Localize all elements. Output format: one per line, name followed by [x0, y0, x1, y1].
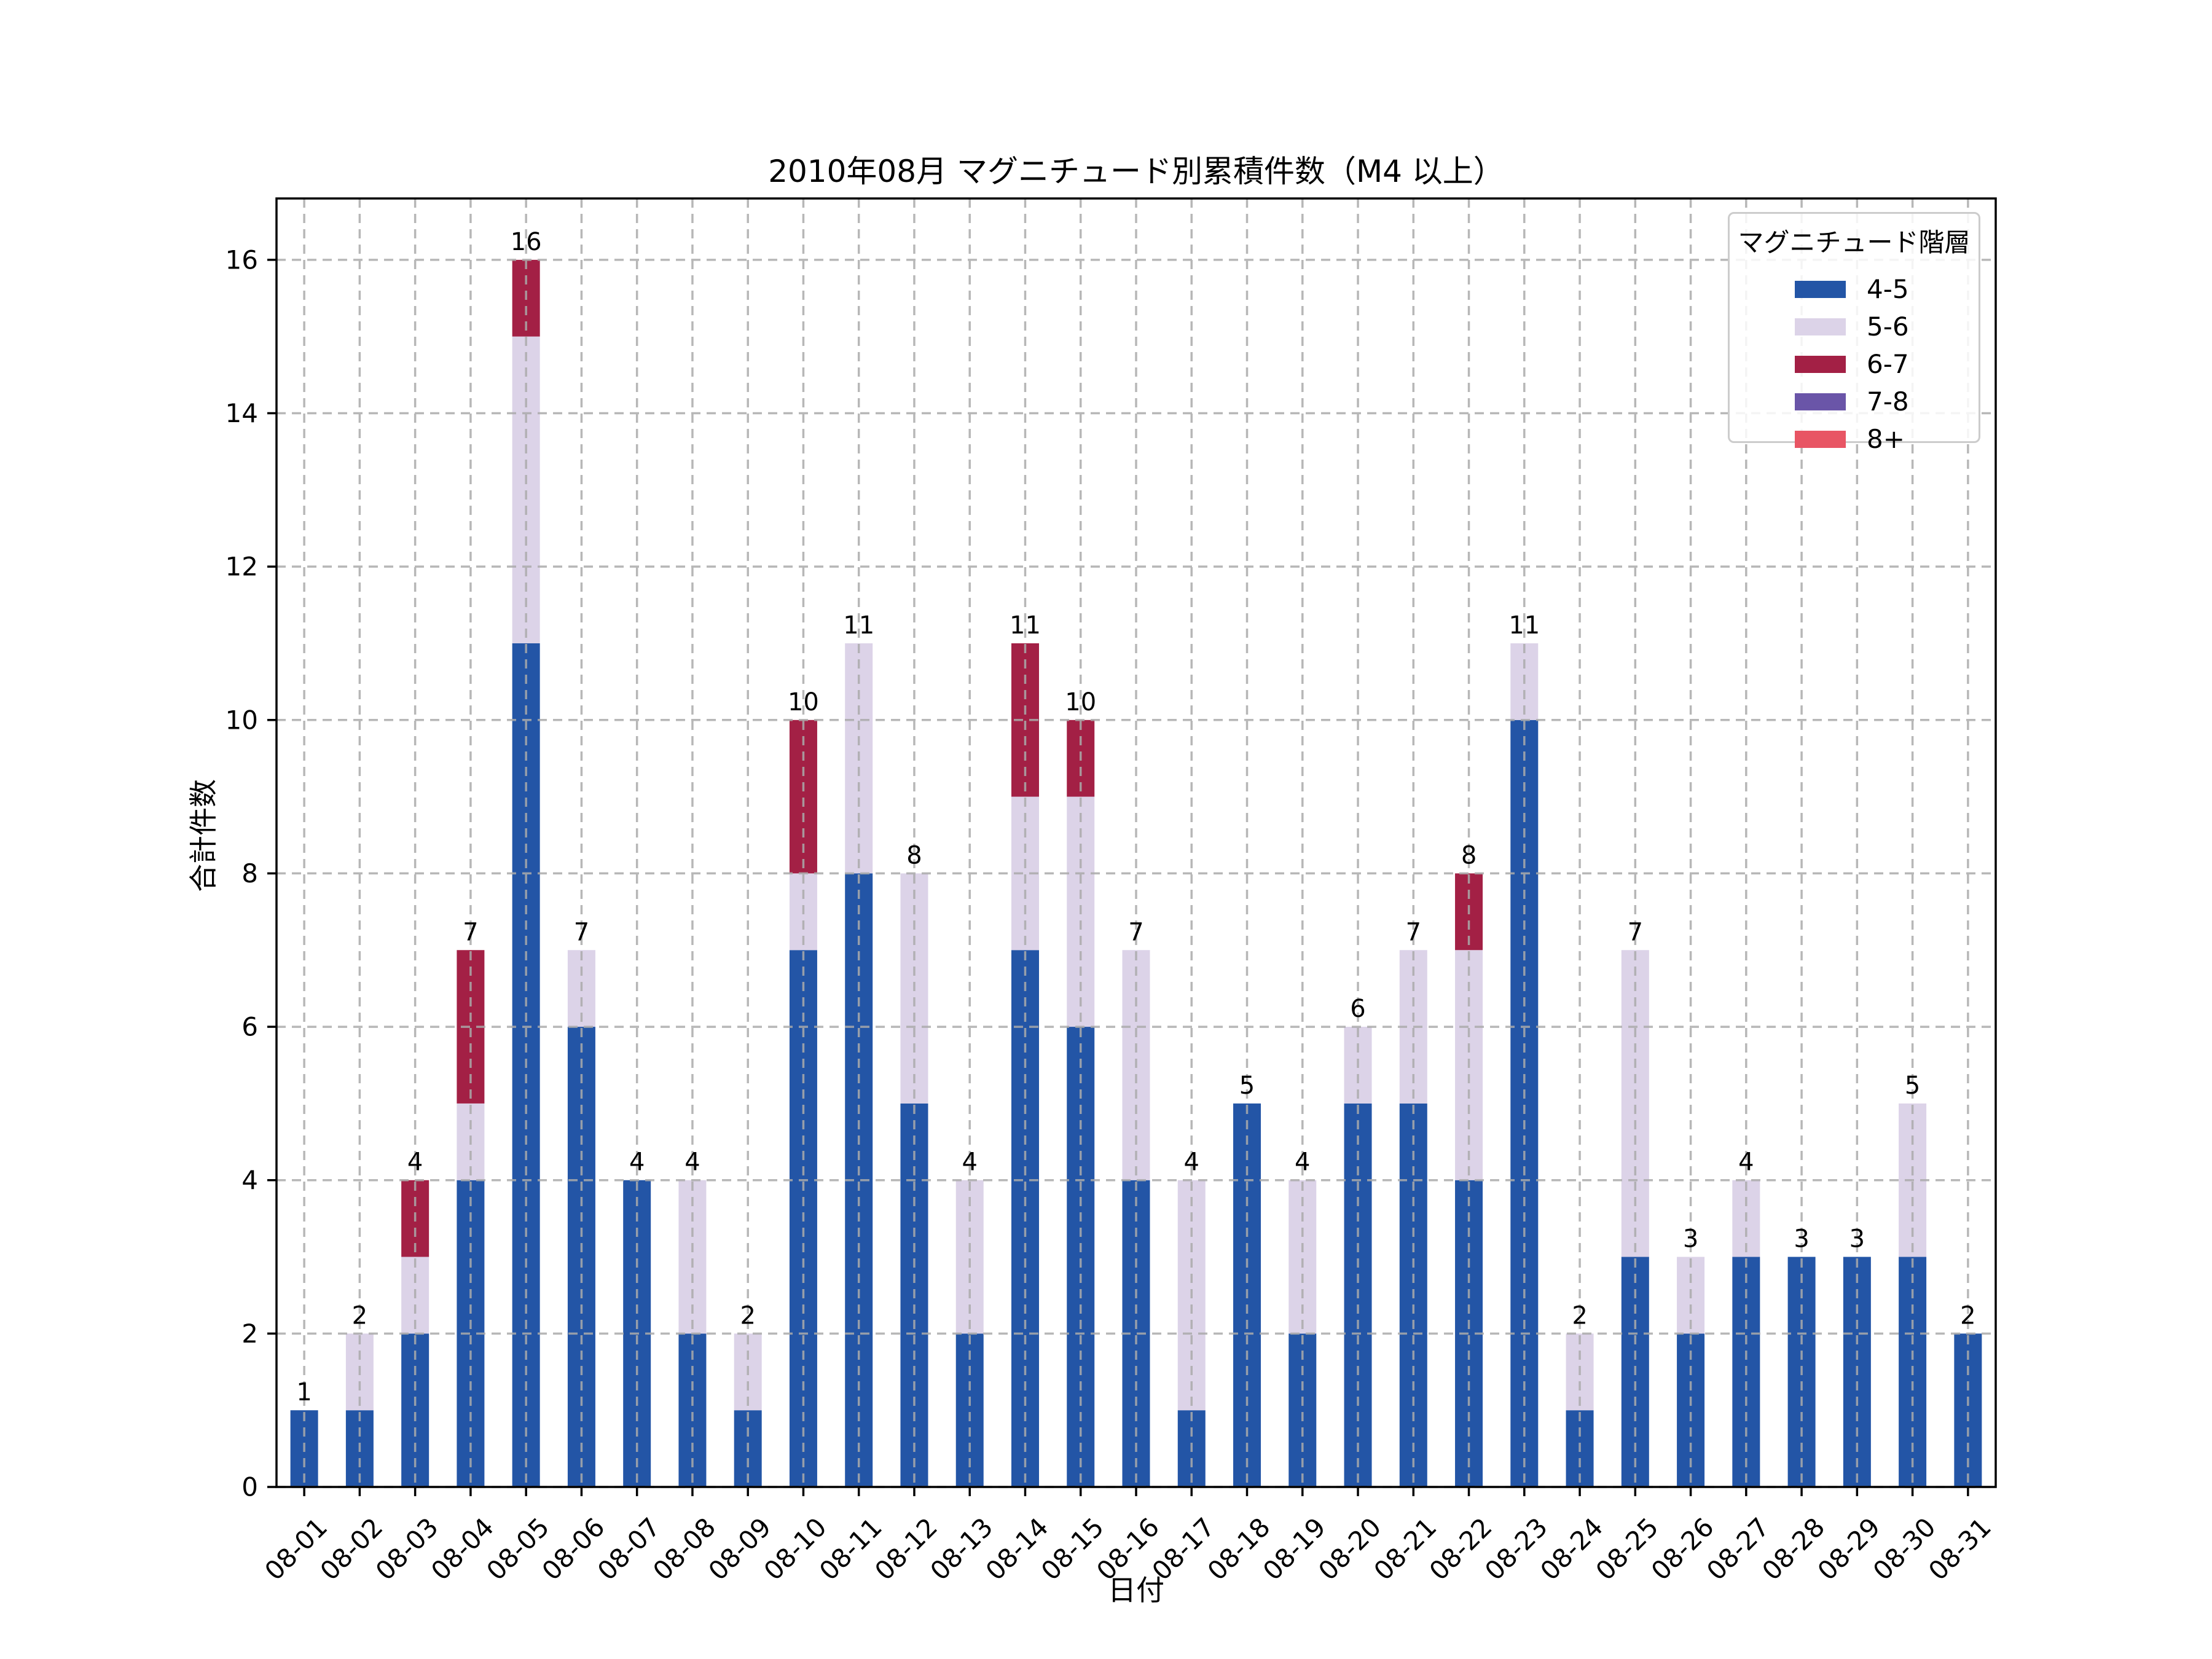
bar-total-label: 2: [352, 1301, 367, 1330]
legend-swatch-icon: [1795, 430, 1846, 448]
bar-total-label: 11: [843, 611, 874, 640]
bar-segment-08-06-4-5: [567, 1027, 595, 1487]
bar-total-label: 16: [511, 228, 542, 256]
legend-items: 4-5 5-6 6-7 7-8 8+: [1730, 270, 1979, 458]
y-tick-label: 4: [241, 1165, 258, 1195]
legend-title: マグニチュード階層: [1738, 227, 1971, 257]
bar-total-label: 4: [1184, 1148, 1199, 1177]
legend-item-label: 4-5: [1867, 273, 1909, 304]
legend-item-8+: 8+: [1795, 420, 1979, 458]
y-tick-label: 14: [226, 398, 258, 428]
bar-segment-08-05-5-6: [512, 336, 540, 643]
legend-item-5-6: 5-6: [1795, 308, 1979, 345]
ticks-layer: [267, 259, 1969, 1496]
y-tick-label: 10: [226, 705, 258, 735]
bar-total-label: 10: [1065, 688, 1096, 716]
bar-total-label: 6: [1350, 995, 1365, 1023]
y-tick-label: 16: [226, 245, 258, 275]
bar-total-label: 10: [788, 688, 819, 716]
legend-swatch-icon: [1795, 280, 1846, 298]
bar-total-label: 3: [1683, 1225, 1698, 1253]
bar-total-labels: 1 2 4 7 16 7 4 4 2 10 11 8 4 11 10 7 4 5 4 6 7 8 11 2 7 3 4 3 3 5 2: [296, 228, 1975, 1406]
legend-item-7-8: 7-8: [1795, 383, 1979, 420]
bar-total-label: 4: [684, 1148, 700, 1177]
y-tick-label: 8: [241, 858, 258, 888]
bar-total-label: 3: [1849, 1225, 1865, 1253]
y-tick-label: 0: [241, 1472, 258, 1502]
bar-total-label: 8: [906, 841, 922, 869]
bar-segment-08-25-5-6: [1621, 950, 1649, 1257]
legend-item-label: 6-7: [1867, 348, 1909, 379]
bar-total-label: 5: [1905, 1072, 1920, 1100]
bar-total-label: 3: [1794, 1225, 1809, 1253]
bar-total-label: 5: [1239, 1072, 1255, 1100]
legend-item-label: 8+: [1867, 423, 1905, 454]
bar-total-label: 7: [574, 918, 589, 946]
legend-swatch-icon: [1795, 318, 1846, 335]
y-tick-label: 12: [226, 552, 258, 582]
chart-title: 2010年08月 マグニチュード別累積件数（M4 以上）: [768, 154, 1504, 189]
x-axis-label: 日付: [1108, 1574, 1164, 1607]
bar-total-label: 7: [463, 918, 478, 946]
bar-total-label: 4: [629, 1148, 645, 1177]
bar-total-label: 1: [296, 1378, 312, 1406]
y-tick-label: 6: [241, 1012, 258, 1042]
legend-swatch-icon: [1795, 393, 1846, 410]
bar-total-label: 2: [740, 1301, 755, 1330]
legend: マグニチュード階層 4-5 5-6 6-7 7-8 8+: [1728, 212, 1980, 452]
bar-total-label: 7: [1406, 918, 1421, 946]
bar-total-label: 11: [1010, 611, 1041, 640]
bar-total-label: 4: [407, 1148, 423, 1177]
bar-total-label: 7: [1128, 918, 1143, 946]
legend-swatch-icon: [1795, 355, 1846, 373]
bar-segment-08-15-4-5: [1067, 1027, 1095, 1487]
bar-total-label: 4: [1738, 1148, 1754, 1177]
bar-total-label: 4: [1295, 1148, 1310, 1177]
legend-item-label: 5-6: [1867, 311, 1909, 342]
bar-total-label: 8: [1461, 841, 1477, 869]
bar-total-label: 4: [962, 1148, 977, 1177]
y-tick-label: 2: [241, 1319, 258, 1349]
bar-total-label: 11: [1508, 611, 1540, 640]
legend-item-6-7: 6-7: [1795, 345, 1979, 383]
bar-total-label: 2: [1572, 1301, 1587, 1330]
legend-item-label: 7-8: [1867, 386, 1909, 417]
legend-item-4-5: 4-5: [1795, 270, 1979, 308]
bar-total-label: 7: [1628, 918, 1643, 946]
y-axis-label: 合計件数: [187, 779, 220, 892]
bar-total-label: 2: [1960, 1301, 1975, 1330]
